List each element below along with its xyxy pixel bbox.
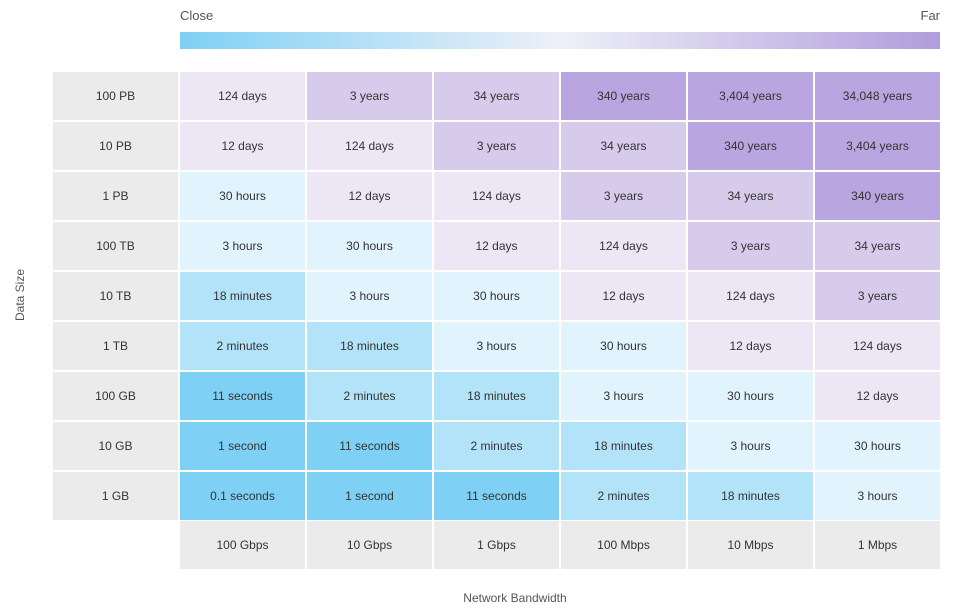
column-header: 10 Gbps — [307, 521, 432, 569]
table-cell: 1 second — [307, 472, 432, 520]
row-header: 100 GB — [53, 372, 178, 420]
row-header: 1 PB — [53, 172, 178, 220]
table-cell: 12 days — [180, 122, 305, 170]
row-header: 1 TB — [53, 322, 178, 370]
column-header: 100 Gbps — [180, 521, 305, 569]
table-cell: 12 days — [688, 322, 813, 370]
table-cell: 12 days — [561, 272, 686, 320]
table-cell: 11 seconds — [180, 372, 305, 420]
table-cell: 30 hours — [307, 222, 432, 270]
table-cell: 18 minutes — [307, 322, 432, 370]
table-cell: 18 minutes — [688, 472, 813, 520]
table-cell: 30 hours — [688, 372, 813, 420]
table-cell: 2 minutes — [561, 472, 686, 520]
table-cell: 2 minutes — [434, 422, 559, 470]
row-header: 1 GB — [53, 472, 178, 520]
table-cell: 18 minutes — [561, 422, 686, 470]
table-cell: 34 years — [688, 172, 813, 220]
row-header: 10 TB — [53, 272, 178, 320]
table-cell: 124 days — [815, 322, 940, 370]
table-cell: 2 minutes — [307, 372, 432, 420]
table-cell: 11 seconds — [434, 472, 559, 520]
table-cell: 3 hours — [561, 372, 686, 420]
table-cell: 124 days — [434, 172, 559, 220]
table-cell: 30 hours — [434, 272, 559, 320]
table-cell: 1 second — [180, 422, 305, 470]
y-axis-label: Data Size — [13, 268, 27, 322]
table-cell: 12 days — [434, 222, 559, 270]
row-header: 10 PB — [53, 122, 178, 170]
table-cell: 340 years — [688, 122, 813, 170]
legend-gradient — [180, 32, 940, 49]
table-cell: 18 minutes — [180, 272, 305, 320]
table-cell: 30 hours — [180, 172, 305, 220]
column-header: 1 Mbps — [815, 521, 940, 569]
row-header: 10 GB — [53, 422, 178, 470]
table-cell: 11 seconds — [307, 422, 432, 470]
table-cell: 124 days — [180, 72, 305, 120]
table-cell: 3 years — [434, 122, 559, 170]
column-header: 100 Mbps — [561, 521, 686, 569]
table-cell: 34 years — [434, 72, 559, 120]
table-cell: 12 days — [307, 172, 432, 220]
table-cell: 3 hours — [180, 222, 305, 270]
x-axis-label: Network Bandwidth — [463, 591, 567, 605]
row-header: 100 PB — [53, 72, 178, 120]
table-cell: 3,404 years — [815, 122, 940, 170]
table-cell: 124 days — [688, 272, 813, 320]
table-cell: 3 hours — [815, 472, 940, 520]
table-cell: 34,048 years — [815, 72, 940, 120]
table-cell: 30 hours — [815, 422, 940, 470]
table-cell: 30 hours — [561, 322, 686, 370]
table-cell: 3 hours — [434, 322, 559, 370]
table-cell: 18 minutes — [434, 372, 559, 420]
table-cell: 3 years — [688, 222, 813, 270]
table-cell: 12 days — [815, 372, 940, 420]
legend-high: Far — [920, 8, 941, 23]
table-cell: 3 years — [561, 172, 686, 220]
table-cell: 3 years — [307, 72, 432, 120]
table-cell: 3 hours — [307, 272, 432, 320]
table-cell: 340 years — [561, 72, 686, 120]
table-cell: 0.1 seconds — [180, 472, 305, 520]
table-cell: 124 days — [561, 222, 686, 270]
table-cell: 3,404 years — [688, 72, 813, 120]
table-cell: 340 years — [815, 172, 940, 220]
table-cell: 34 years — [815, 222, 940, 270]
table-cell: 2 minutes — [180, 322, 305, 370]
column-header: 10 Mbps — [688, 521, 813, 569]
legend-low: Close — [180, 8, 214, 23]
table-cell: 3 years — [815, 272, 940, 320]
table-cell: 34 years — [561, 122, 686, 170]
row-header: 100 TB — [53, 222, 178, 270]
column-header: 1 Gbps — [434, 521, 559, 569]
table-cell: 3 hours — [688, 422, 813, 470]
table-cell: 124 days — [307, 122, 432, 170]
